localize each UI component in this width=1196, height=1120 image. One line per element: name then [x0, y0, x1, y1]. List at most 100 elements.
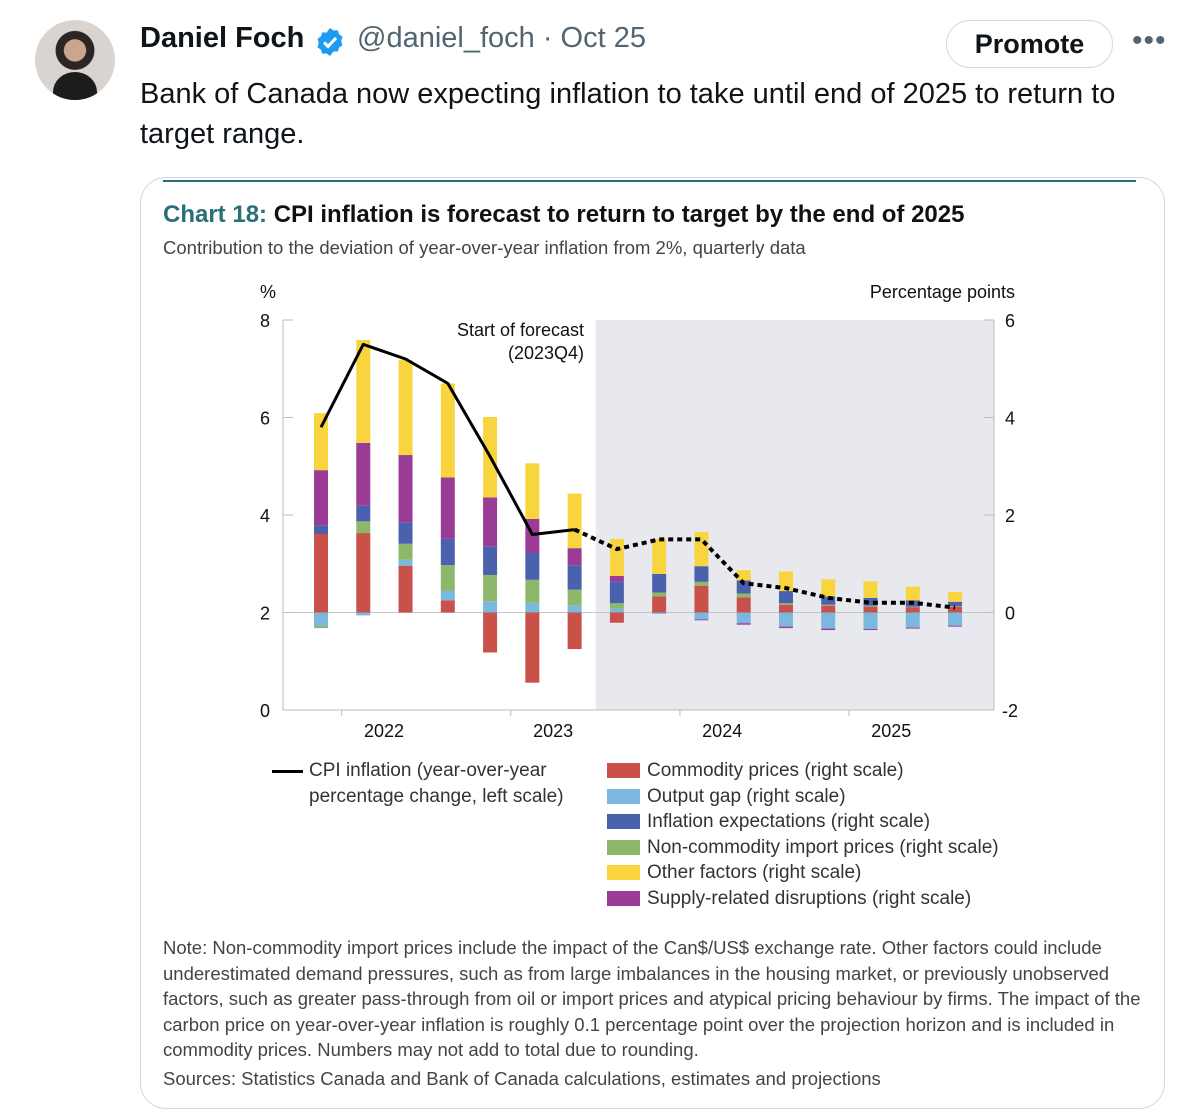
bar-segment-supply-related-disruptions [483, 497, 498, 547]
author-avatar[interactable] [35, 20, 115, 100]
bar-segment-output-gap [863, 612, 878, 630]
media-card[interactable] [140, 177, 1165, 1109]
legend-swatch [607, 788, 640, 804]
bar-segment-non-commodity-import-prices [356, 521, 371, 534]
bar-segment-commodity-prices [905, 607, 920, 613]
bar-segment-inflation-expectations [948, 601, 963, 607]
bar-segment-non-commodity-import-prices [652, 592, 667, 597]
forecast-shade [595, 320, 994, 710]
bar-segment-other-factors [398, 359, 413, 456]
right-tick-label: 6 [1005, 311, 1015, 331]
legend-swatch [607, 839, 640, 855]
bar-segment-inflation-expectations [736, 580, 751, 594]
bar-segment-supply-related-disruptions [567, 548, 582, 566]
left-tick-label: 0 [260, 701, 270, 721]
year-label: 2025 [871, 721, 911, 741]
bar-segment-non-commodity-import-prices [905, 606, 920, 608]
right-tick-label: 4 [1005, 409, 1015, 429]
bar-segment-supply-related-disruptions [609, 575, 624, 582]
year-label: 2022 [364, 721, 404, 741]
legend-label: Other factors (right scale) [647, 862, 862, 884]
tweet-text: Bank of Canada now expecting inflation t… [140, 78, 1116, 150]
chart-sources: Sources: Statistics Canada and Bank of C… [163, 1068, 881, 1089]
bar-segment-non-commodity-import-prices [778, 603, 793, 605]
bar-segment-commodity-prices [483, 612, 498, 653]
bar-segment-other-factors [863, 581, 878, 598]
bar-segment-other-factors [525, 463, 540, 519]
forecast-annotation-1: Start of forecast [457, 320, 584, 340]
chart-top-rule [163, 180, 1136, 182]
legend-label: Output gap (right scale) [647, 785, 846, 807]
bar-segment-commodity-prices [778, 604, 793, 613]
bar-segment-other-factors [905, 586, 920, 601]
bar-segment-output-gap [652, 612, 667, 614]
bar-segment-commodity-prices [609, 612, 624, 623]
chart-title-text: CPI inflation is forecast to return to t… [273, 201, 965, 228]
bar-segment-inflation-expectations [694, 566, 709, 582]
more-options-icon[interactable]: ••• [1132, 24, 1167, 57]
bar-segment-non-commodity-import-prices [314, 625, 328, 629]
bar-segment-other-factors [567, 493, 582, 549]
bar-segment-supply-related-disruptions [821, 628, 836, 631]
bar-segment-non-commodity-import-prices [694, 581, 709, 586]
bar-segment-supply-related-disruptions [314, 470, 328, 526]
legend-label: Commodity prices (right scale) [647, 760, 904, 781]
chart-plot: % Percentage points Start of forecast (2… [260, 282, 1018, 741]
year-label: 2023 [533, 721, 573, 741]
bar-segment-inflation-expectations [652, 573, 667, 593]
chart-title: Chart 18: CPI inflation is forecast to r… [163, 201, 964, 229]
legend-swatch [607, 865, 640, 881]
bar-segment-commodity-prices [314, 534, 328, 613]
year-label: 2024 [702, 721, 742, 741]
bar-segment-inflation-expectations [398, 522, 413, 544]
bar-segment-commodity-prices [567, 612, 582, 650]
left-tick-label: 2 [260, 604, 270, 624]
chart-number: Chart 18: [163, 201, 268, 228]
bar-segment-output-gap [778, 612, 793, 627]
bar-segment-output-gap [609, 608, 624, 613]
bar-segment-inflation-expectations [863, 597, 878, 606]
bar-segment-supply-related-disruptions [736, 623, 751, 625]
bar-segment-non-commodity-import-prices [398, 543, 413, 560]
bar-segment-other-factors [778, 571, 793, 592]
bar-segment-supply-related-disruptions [398, 455, 413, 523]
bar-segment-inflation-expectations [314, 525, 328, 535]
bar-segment-supply-related-disruptions [778, 626, 793, 629]
right-tick-label: 2 [1005, 506, 1015, 526]
author-name[interactable]: Daniel Foch [140, 22, 305, 54]
bar-segment-commodity-prices [398, 565, 413, 613]
bar-segment-commodity-prices [652, 596, 667, 613]
bar-segment-commodity-prices [440, 600, 455, 613]
bar-segment-output-gap [440, 590, 455, 601]
legend-swatch [607, 763, 640, 778]
bar-segment-output-gap [483, 601, 498, 613]
bar-segment-output-gap [821, 612, 836, 629]
author-handle-date[interactable]: @daniel_foch · Oct 25 [357, 22, 646, 54]
bar-segment-supply-related-disruptions [905, 627, 920, 629]
bar-segment-non-commodity-import-prices [567, 589, 582, 606]
left-tick-label: 6 [260, 409, 270, 429]
legend-cpi-label-2: percentage change, left scale) [309, 786, 564, 807]
bar-segment-output-gap [525, 602, 540, 613]
bar-segment-inflation-expectations [483, 546, 498, 575]
bar-segment-non-commodity-import-prices [863, 605, 878, 607]
bar-segment-output-gap [736, 612, 751, 624]
chart-subtitle: Contribution to the deviation of year-ov… [163, 237, 806, 258]
bar-segment-commodity-prices [948, 606, 963, 613]
bar-segment-inflation-expectations [609, 581, 624, 604]
bar-segment-supply-related-disruptions [694, 619, 709, 621]
bar-segment-non-commodity-import-prices [525, 579, 540, 603]
bar-segment-output-gap [948, 612, 963, 626]
right-tick-label: -2 [1002, 701, 1018, 721]
bar-segment-inflation-expectations [778, 591, 793, 604]
bar-segment-commodity-prices [821, 605, 836, 613]
bar-segment-other-factors [948, 592, 963, 602]
promote-button[interactable]: Promote [946, 20, 1113, 68]
bar-segment-commodity-prices [863, 606, 878, 613]
bar-segment-output-gap [314, 612, 328, 626]
bar-segment-supply-related-disruptions [863, 629, 878, 631]
left-axis-label: % [260, 282, 276, 302]
legend-swatch [607, 891, 640, 906]
bar-segment-output-gap [567, 605, 582, 613]
bar-segment-other-factors [609, 538, 624, 576]
